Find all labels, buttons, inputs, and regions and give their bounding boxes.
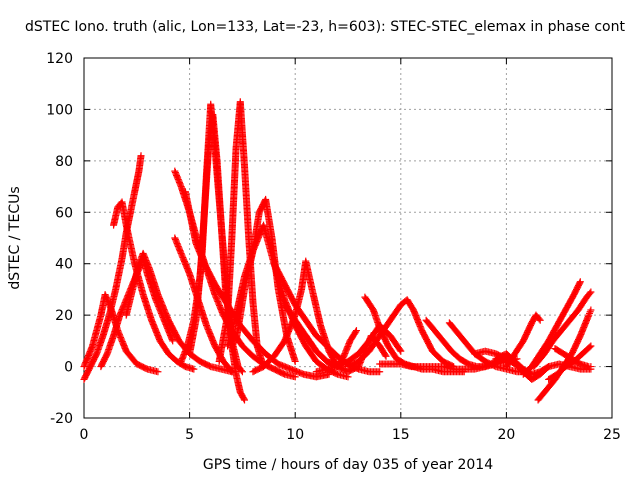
- y-tick-label: 80: [55, 154, 73, 170]
- y-tick-label: 100: [46, 102, 73, 118]
- y-tick-label: 40: [55, 257, 73, 273]
- y-axis-label: dSTEC / TECUs: [7, 186, 23, 289]
- y-tick-label: 120: [46, 51, 73, 67]
- data-point: [190, 365, 198, 373]
- series-2: [110, 198, 198, 373]
- data-series: [80, 98, 595, 404]
- series-22: [422, 316, 521, 371]
- data-point: [154, 368, 162, 376]
- data-point: [169, 337, 177, 345]
- y-tick-label: 20: [55, 308, 73, 324]
- chart-title: dSTEC Iono. truth (alic, Lon=133, Lat=-2…: [25, 19, 625, 35]
- data-point: [136, 257, 144, 265]
- y-tick-label: 60: [55, 205, 73, 221]
- x-tick-label: 15: [392, 427, 410, 443]
- plot-frame: [83, 57, 613, 419]
- x-tick-label: 10: [286, 427, 304, 443]
- y-tick-label: -20: [50, 411, 73, 427]
- data-point: [136, 258, 144, 266]
- x-tick-label: 5: [185, 427, 194, 443]
- x-axis-label: GPS time / hours of day 035 of year 2014: [203, 457, 493, 473]
- axis-ticks: 0 5 10 15 20 25 -20 0 20 40 60 80 100 120: [46, 51, 621, 443]
- data-point: [137, 152, 145, 160]
- x-tick-label: 0: [80, 427, 89, 443]
- y-tick-label: 0: [64, 360, 73, 376]
- data-point: [291, 373, 299, 381]
- x-tick-label: 25: [603, 427, 621, 443]
- series-5: [122, 249, 236, 376]
- data-point: [135, 260, 143, 268]
- x-tick-label: 20: [497, 427, 515, 443]
- series-3: [80, 291, 162, 376]
